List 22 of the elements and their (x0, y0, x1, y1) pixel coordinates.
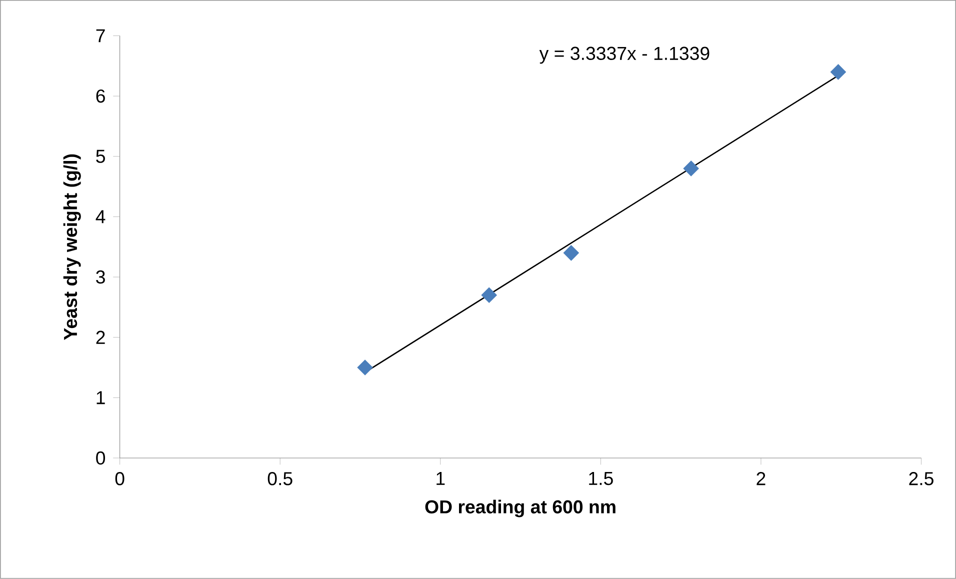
point (481, 287, 497, 304)
y-tick-label: 2 (96, 330, 105, 344)
y-tick-label: 0 (96, 451, 106, 465)
x-tick-label: 2 (756, 472, 766, 486)
point (683, 160, 699, 176)
y-tick-label: 4 (96, 210, 106, 224)
annotation: y = 3.3337x - 1.1339 (539, 46, 710, 64)
point (830, 64, 846, 80)
x-axis-title: OD reading at 600 nm (425, 500, 616, 518)
y-axis-title: Yeast dry weight (g/l) (63, 154, 81, 340)
point (563, 245, 579, 261)
y-tick-label: 6 (96, 90, 105, 103)
point (357, 360, 373, 376)
y-tick-label: 1 (96, 391, 105, 404)
x-tick-label: 1.5 (589, 472, 613, 486)
y-tick-label: 7 (96, 29, 105, 42)
x-tick-label: 2.5 (909, 472, 934, 486)
y-tick-label: 5 (96, 150, 105, 164)
x-tick-label: 0 (115, 472, 124, 486)
y-tick-label: 3 (96, 270, 105, 284)
x-tick-label: 1 (436, 472, 445, 485)
x-tick-label: 0.5 (268, 472, 292, 486)
